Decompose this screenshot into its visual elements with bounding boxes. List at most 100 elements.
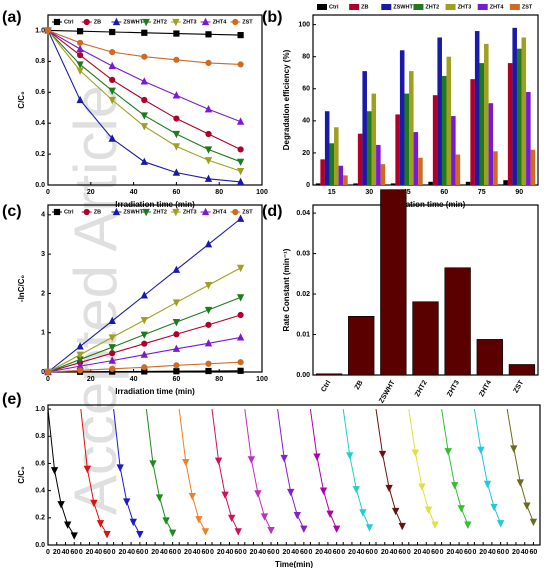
marker <box>76 351 84 359</box>
x-tick-label: 20 <box>282 549 290 556</box>
x-tick-label: 20 <box>53 549 61 556</box>
x-tick-label: 40 <box>390 549 398 556</box>
bar <box>315 183 321 185</box>
marker <box>140 112 148 120</box>
x-tick-label: 20 <box>87 376 95 383</box>
x-tick-label: 0 <box>46 189 50 196</box>
marker <box>346 452 354 460</box>
legend-text: ZHT4 <box>213 209 228 215</box>
marker <box>496 520 505 528</box>
marker <box>136 531 144 539</box>
marker <box>108 87 116 95</box>
y-tick-label: 40 <box>302 118 310 125</box>
bar <box>488 103 494 185</box>
x-tick-label: 40 <box>160 549 168 556</box>
x-tick-label: 100 <box>256 189 268 196</box>
series-line <box>145 409 174 534</box>
legend-text: ZHT3 <box>458 4 472 10</box>
x-tick-label: 20 <box>217 549 225 556</box>
y-tick-label: 3 <box>41 251 45 258</box>
marker <box>141 53 148 60</box>
bar <box>366 111 372 185</box>
bar <box>476 339 503 376</box>
y-tick-label: 2 <box>41 290 45 297</box>
bar <box>418 157 423 185</box>
bar <box>376 144 381 185</box>
marker <box>140 77 148 85</box>
marker <box>205 59 212 67</box>
bar <box>380 189 407 376</box>
marker <box>173 362 180 369</box>
legend-text: ZHT3 <box>183 19 197 25</box>
marker <box>411 449 420 457</box>
marker <box>64 521 72 529</box>
marker <box>237 61 244 68</box>
x-tick-label: 40 <box>94 549 102 556</box>
panel-label: (b) <box>262 9 282 26</box>
marker <box>464 521 472 529</box>
marker <box>205 31 212 38</box>
legend-text: Ctrl <box>64 209 74 215</box>
x-tick-label: 20 <box>381 549 389 556</box>
marker <box>236 294 245 302</box>
marker <box>483 480 492 489</box>
x-tick-label: 20 <box>86 549 94 556</box>
panel-label: (e) <box>2 391 22 408</box>
legend-swatch <box>349 4 360 10</box>
marker <box>108 356 116 364</box>
marker <box>247 456 256 464</box>
marker <box>201 207 210 216</box>
bar <box>444 267 471 376</box>
x-tick-label: 80 <box>215 376 223 383</box>
marker <box>205 321 212 328</box>
marker <box>260 513 269 521</box>
marker <box>300 525 308 533</box>
legend-text: ZST <box>522 4 533 10</box>
marker <box>129 518 137 527</box>
marker <box>204 157 213 165</box>
marker <box>140 291 148 299</box>
marker <box>313 453 321 461</box>
marker <box>173 56 180 63</box>
x-tick-label: 60 <box>530 549 538 556</box>
x-tick-label: 20 <box>348 549 356 556</box>
marker <box>205 130 212 138</box>
y-axis-title: Rate Constant (min⁻¹) <box>282 248 291 331</box>
bar <box>530 149 536 185</box>
x-tick-label: 0 <box>440 549 444 556</box>
y-tick-label: 0.6 <box>35 460 45 467</box>
series-line <box>506 408 534 523</box>
y-tick-label: 80 <box>302 54 310 61</box>
bar <box>493 151 498 185</box>
marker <box>141 96 148 104</box>
marker <box>237 31 244 39</box>
bar <box>428 181 433 185</box>
marker <box>76 342 84 350</box>
legend-text: ZHT3 <box>183 209 197 215</box>
x-tick-label: 0 <box>472 549 476 556</box>
y-tick-label: 0.6 <box>35 89 45 96</box>
bar <box>412 301 439 376</box>
marker <box>109 365 116 372</box>
bar <box>470 79 475 185</box>
marker <box>173 331 180 338</box>
legend-swatch <box>317 4 327 10</box>
x-tick-label: 60 <box>440 189 448 196</box>
marker <box>168 529 177 538</box>
y-tick-label: 0.00 <box>296 372 310 379</box>
marker <box>109 48 116 56</box>
x-tick-label: 0 <box>210 549 214 556</box>
x-axis-title: Time(min) <box>275 560 313 568</box>
y-axis-title: Degradation efficiency (%) <box>282 49 291 150</box>
legend-text: ZSWHT <box>123 19 143 25</box>
marker <box>172 344 181 352</box>
marker <box>392 507 400 516</box>
marker <box>204 339 213 347</box>
x-tick-label: 20 <box>315 549 323 556</box>
plot-frame <box>47 14 263 186</box>
x-tick-label: 20 <box>414 549 422 556</box>
bar <box>338 165 344 185</box>
y-tick-label: 0.04 <box>296 210 310 217</box>
x-tick-label: 40 <box>130 189 138 196</box>
marker <box>149 460 157 468</box>
